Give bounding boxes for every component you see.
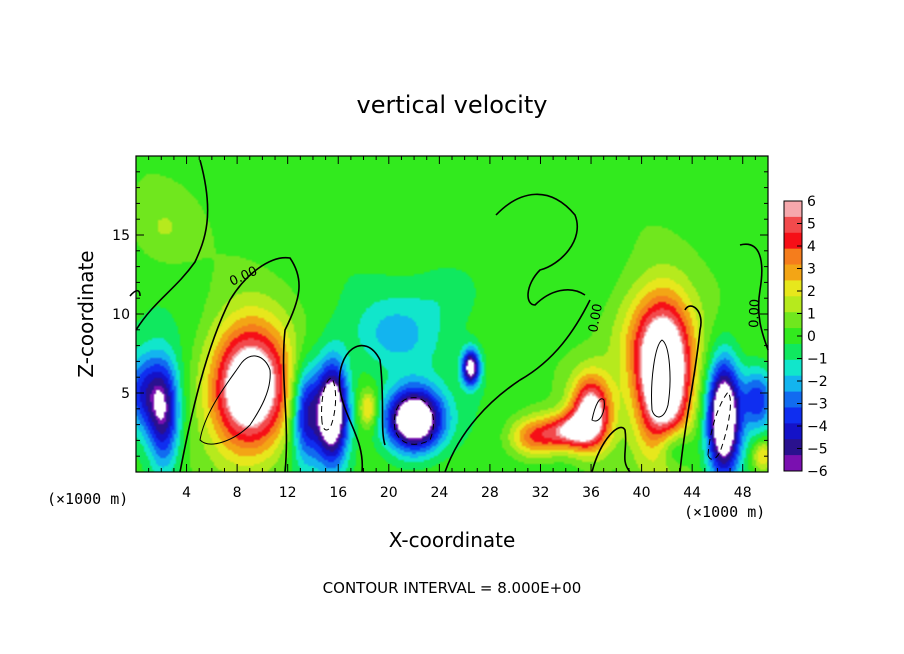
zero-contours [129,159,769,473]
colorbar-swatch [784,407,802,424]
colorbar-swatch [784,423,802,440]
y-tick-label: 10 [112,307,130,323]
x-tick-label: 48 [734,485,752,501]
x-tick-label: 32 [532,485,550,501]
colorbar-tick-label: −1 [807,352,828,368]
plot-area: 0.00 0.00 0.00 [129,155,769,473]
colorbar-tick-label: −6 [807,464,828,480]
colorbar-swatch [784,359,802,377]
x-axis-label: X-coordinate [389,528,516,552]
inner-contours [199,339,731,460]
colorbar-tick-label: −3 [807,397,828,413]
x-unit-right: (×1000 m) [684,503,765,521]
zero-contour-line [739,243,769,351]
x-tick-label: 4 [182,485,191,501]
colorbar-swatch [784,248,802,266]
x-tick-label: 36 [582,485,600,501]
positive-contour [199,355,271,445]
x-axis: 4 8 12 16 20 24 28 32 36 40 44 48 [148,156,756,501]
chart-title: vertical velocity [357,91,548,119]
x-tick-label: 16 [329,485,347,501]
colorbar-tick-label: 2 [807,284,816,300]
colorbar-swatch [784,455,802,472]
negative-contour [707,391,731,460]
zero-contour-line [129,289,141,297]
zero-contour-line [338,344,386,473]
zero-contour-line [135,159,209,331]
colorbar-swatch [784,280,802,297]
colorbar-tick-label: 5 [807,217,816,233]
zero-contour-line [495,193,586,306]
positive-contour [591,398,605,422]
colorbar-swatch [784,328,802,345]
contour-interval-note: CONTOUR INTERVAL = 8.000E+00 [323,579,582,597]
zero-contour-line [591,426,631,473]
positive-contour [651,339,671,418]
x-tick-label: 40 [633,485,651,501]
y-axis: 5 10 15 [112,171,768,457]
colorbar-swatch [784,343,802,361]
negative-contour [393,397,434,445]
colorbar-tick-label: 3 [807,262,816,278]
colorbar-swatch [784,264,802,281]
y-axis-label: Z-coordinate [74,250,98,377]
colorbar-swatch [784,296,802,313]
heatmap-image [136,156,768,472]
y-tick-label: 15 [112,228,130,244]
colorbar-swatch [784,375,802,393]
colorbar-swatch [784,391,802,408]
colorbar-swatch [784,439,802,456]
x-tick-label: 44 [683,485,701,501]
contour-label: 0.00 [747,299,763,328]
zero-contour-line [179,256,300,473]
x-tick-label: 24 [430,485,448,501]
y-tick-label: 5 [121,386,130,402]
x-tick-label: 28 [481,485,499,501]
contour-label: 0.00 [586,303,606,334]
colorbar-swatch [784,312,802,329]
colorbar-tick-label: 4 [807,239,816,255]
colorbar-tick-label: 6 [807,194,816,210]
x-tick-label: 12 [279,485,297,501]
x-unit-left: (×1000 m) [47,490,128,508]
colorbar-tick-label: −5 [807,442,828,458]
colorbar-swatch [784,216,802,234]
colorbar-tick-label: −4 [807,419,828,435]
colorbar-tick-label: 1 [807,307,816,323]
colorbar-swatch [784,201,802,218]
x-tick-label: 8 [233,485,242,501]
colorbar-tick-label: 0 [807,329,816,345]
negative-contour [321,377,337,431]
zero-contour-line [679,305,702,473]
colorbar-tick-label: −2 [807,374,828,390]
x-tick-label: 20 [380,485,398,501]
zero-contour-line [444,299,591,473]
colorbar: 6 5 4 3 2 1 0 −1 −2 −3 −4 −5 −6 [783,194,828,480]
colorbar-swatch [784,232,802,250]
